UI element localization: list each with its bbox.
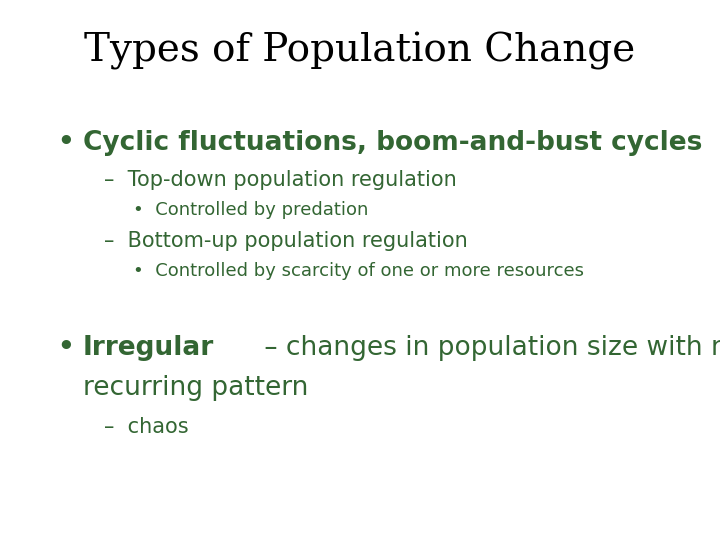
Text: recurring pattern: recurring pattern <box>83 375 308 401</box>
Text: –  Top-down population regulation: – Top-down population regulation <box>104 170 457 190</box>
Text: •: • <box>58 335 74 361</box>
Text: •: • <box>58 130 74 156</box>
Text: –  chaos: – chaos <box>104 417 189 437</box>
Text: –  Bottom-up population regulation: – Bottom-up population regulation <box>104 231 468 251</box>
Text: – changes in population size with no: – changes in population size with no <box>256 335 720 361</box>
Text: Types of Population Change: Types of Population Change <box>84 32 636 70</box>
Text: •  Controlled by predation: • Controlled by predation <box>133 201 369 219</box>
Text: •  Controlled by scarcity of one or more resources: • Controlled by scarcity of one or more … <box>133 262 584 280</box>
Text: Irregular: Irregular <box>83 335 214 361</box>
Text: Cyclic fluctuations, boom-and-bust cycles: Cyclic fluctuations, boom-and-bust cycle… <box>83 130 702 156</box>
